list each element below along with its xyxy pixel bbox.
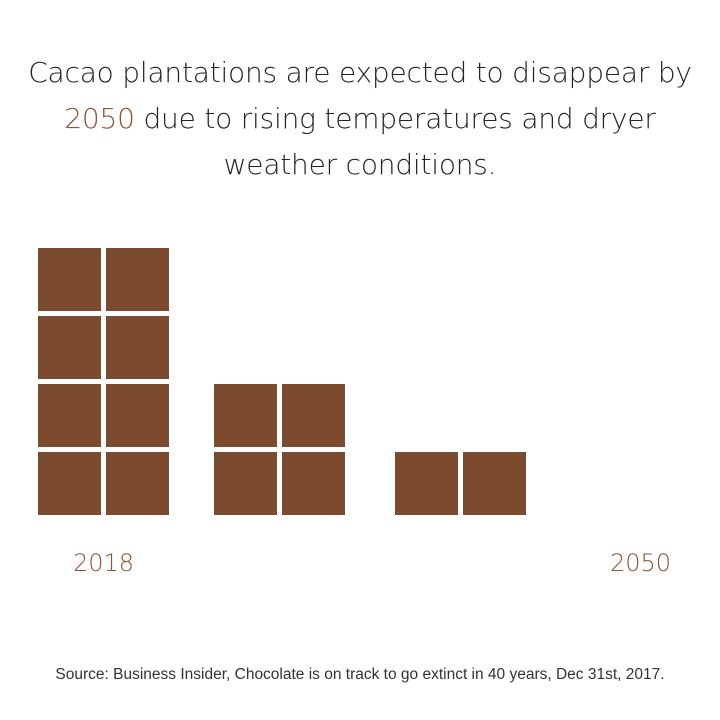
chocolate-block	[38, 452, 101, 515]
chocolate-block	[106, 452, 169, 515]
bar-1	[38, 248, 169, 515]
title-part-2: due to rising temperatures and dryer wea…	[143, 102, 656, 181]
chocolate-block	[463, 452, 526, 515]
chocolate-block	[282, 452, 345, 515]
chocolate-block	[106, 316, 169, 379]
chocolate-block	[395, 452, 458, 515]
bar-2	[214, 384, 345, 515]
chocolate-block	[38, 316, 101, 379]
year-label: 2050	[610, 549, 671, 577]
chocolate-block	[282, 384, 345, 447]
chocolate-block	[106, 384, 169, 447]
title-highlight-year: 2050	[64, 102, 135, 135]
chart-title: Cacao plantations are expected to disapp…	[10, 50, 710, 188]
chocolate-block	[38, 248, 101, 311]
bar-3	[395, 452, 526, 515]
source-note: Source: Business Insider, Chocolate is o…	[55, 666, 665, 683]
chocolate-block	[38, 384, 101, 447]
chocolate-block	[214, 384, 277, 447]
chocolate-block	[106, 248, 169, 311]
title-part-1: Cacao plantations are expected to disapp…	[28, 56, 692, 89]
year-label: 2018	[73, 549, 134, 577]
chocolate-block	[214, 452, 277, 515]
